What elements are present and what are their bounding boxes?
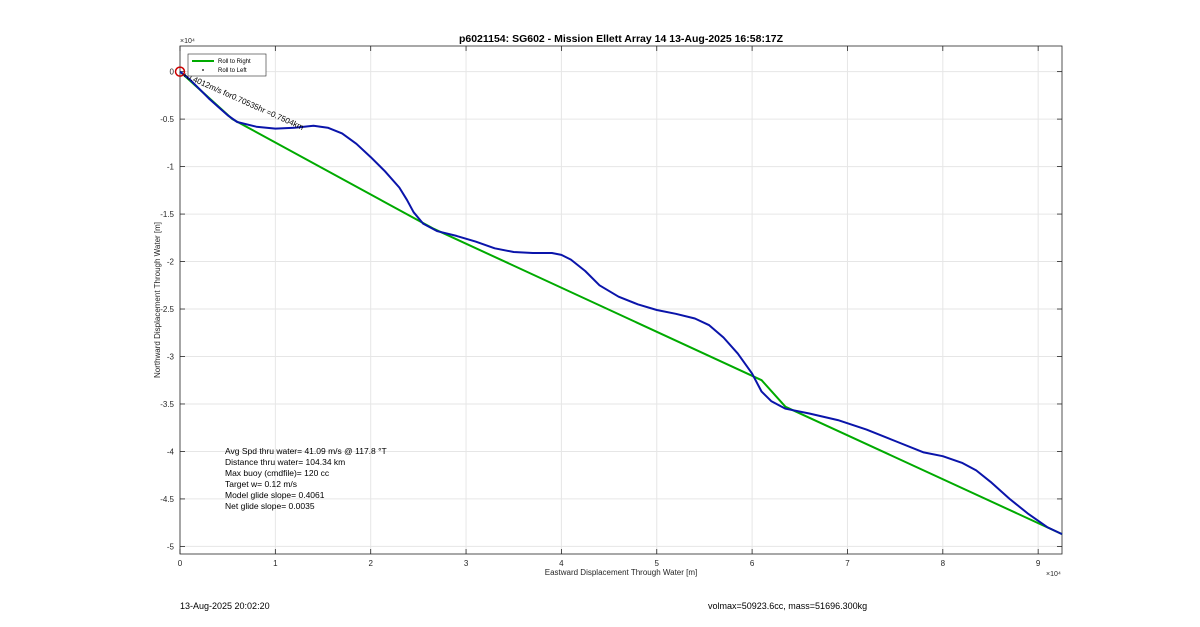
y-tick-label: -5: [167, 542, 175, 551]
x-tick-label: 1: [273, 559, 278, 568]
footer-mass-info: volmax=50923.6cc, mass=51696.300kg: [708, 601, 868, 611]
x-tick-label: 7: [845, 559, 850, 568]
y-exponent-label: ×10⁴: [180, 38, 195, 45]
legend-box: [187, 53, 267, 77]
actual-track-line: [179, 70, 1063, 536]
x-axis-label: Eastward Displacement Through Water [m]: [545, 568, 698, 577]
stats-line: Distance thru water= 104.34 km: [225, 457, 345, 467]
stats-line: Max buoy (cmdfile)= 120 cc: [225, 468, 330, 478]
y-tick-label: -3.5: [160, 400, 174, 409]
plot-background: [180, 46, 1062, 554]
chart-title: p6021154: SG602 - Mission Ellett Array 1…: [459, 33, 784, 45]
stats-line: Model glide slope= 0.4061: [225, 490, 325, 500]
legend-label-roll-left: Roll to Left: [218, 68, 247, 74]
y-tick-label: -0.5: [160, 115, 174, 124]
plot-frame: [179, 45, 1063, 555]
y-tick-label: -2.5: [160, 305, 174, 314]
y-tick-label: -4.5: [160, 495, 174, 504]
x-tick-label: 5: [655, 559, 660, 568]
x-tick-label: 2: [368, 559, 373, 568]
start-marker: [174, 66, 186, 77]
footer-timestamp: 13-Aug-2025 20:02:20: [180, 601, 270, 611]
plot-area: 0 1 2 3 4 5 6 7 8 9 0 -0.5 -1 -1.5 -2 -2.5 -3 -3.5 -4 -4.5 -…: [153, 33, 1063, 578]
legend-label-roll-right: Roll to Right: [218, 59, 251, 65]
stats-line: Avg Spd thru water= 41.09 m/s @ 117.8 °T: [225, 446, 387, 456]
y-tick-label: 0: [170, 68, 175, 77]
stats-line: Net glide slope= 0.0035: [225, 501, 315, 511]
x-tick-label: 3: [464, 559, 469, 568]
x-tick-label: 0: [178, 559, 183, 568]
y-tick-label: -4: [167, 447, 175, 456]
legend-swatch-roll-left: [202, 69, 204, 71]
y-tick-label: -1.5: [160, 210, 174, 219]
x-exponent-label: ×10⁴: [1046, 571, 1061, 578]
y-tick-label: -2: [167, 258, 175, 267]
y-axis-label: Northward Displacement Through Water [m]: [153, 222, 162, 378]
x-tick-label: 9: [1036, 559, 1041, 568]
y-tick-label: -1: [167, 163, 175, 172]
x-tick-label: 4: [559, 559, 564, 568]
stats-line: Target w= 0.12 m/s: [225, 479, 297, 489]
y-tick-label: -3: [167, 352, 175, 361]
x-tick-label: 6: [750, 559, 755, 568]
x-tick-label: 8: [941, 559, 946, 568]
